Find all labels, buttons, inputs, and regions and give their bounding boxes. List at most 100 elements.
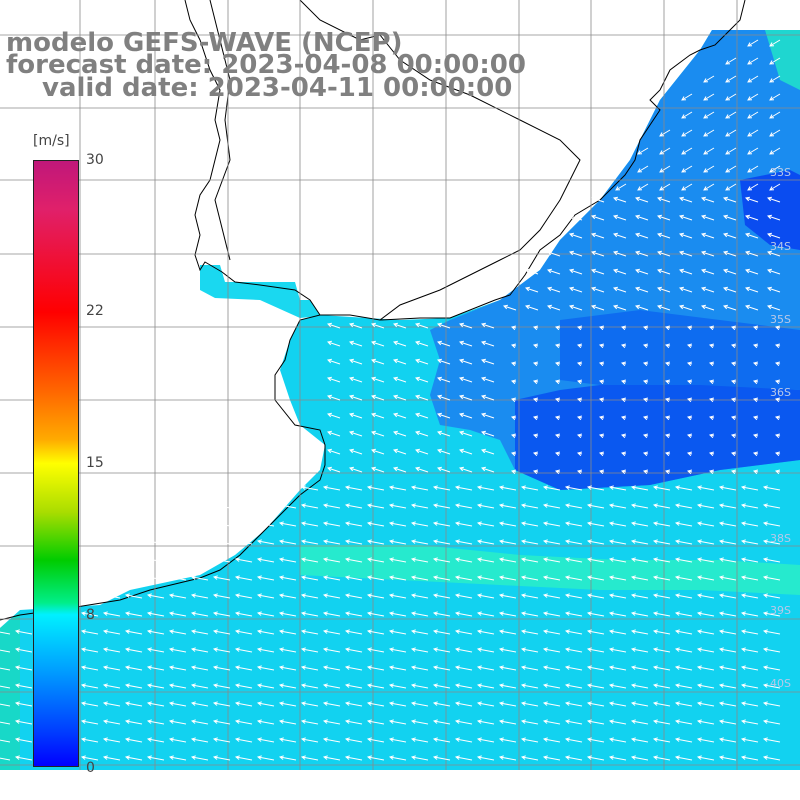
- wind-arrow: [532, 379, 539, 385]
- wind-arrow: [659, 129, 671, 137]
- wind-arrow: [630, 719, 649, 725]
- wind-arrow: [630, 665, 649, 671]
- wind-arrow: [657, 250, 671, 257]
- wind-arrow: [344, 647, 363, 653]
- wind-arrow: [366, 701, 385, 707]
- wind-arrow: [613, 268, 627, 275]
- wind-arrow: [767, 286, 781, 293]
- wind-arrow: [124, 719, 143, 725]
- wind-arrow: [322, 485, 341, 491]
- wind-arrow: [745, 268, 759, 275]
- wind-arrow: [696, 485, 715, 491]
- wind-arrow: [752, 469, 759, 475]
- wind-arrow: [547, 304, 561, 311]
- wind-arrow: [696, 575, 715, 581]
- wind-arrow: [542, 737, 561, 743]
- wind-arrow: [723, 196, 737, 203]
- wind-arrow: [659, 183, 671, 191]
- wind-arrow: [510, 361, 517, 367]
- wind-arrow: [569, 304, 583, 311]
- wind-arrow: [630, 755, 649, 761]
- wind-arrow: [718, 701, 737, 707]
- wind-arrow: [762, 719, 781, 725]
- wind-arrow: [212, 575, 231, 581]
- wind-arrow: [696, 629, 715, 635]
- wind-arrow: [388, 611, 407, 617]
- wind-arrow: [769, 75, 781, 83]
- wind-arrow: [432, 521, 451, 527]
- wind-arrow: [569, 250, 583, 257]
- wind-arrow: [679, 286, 693, 293]
- wind-arrow: [708, 343, 715, 349]
- wind-arrow: [696, 611, 715, 617]
- wind-arrow: [608, 575, 627, 581]
- wind-arrow: [366, 647, 385, 653]
- wind-arrow: [664, 415, 671, 421]
- wind-arrow: [681, 129, 693, 137]
- wind-arrow: [591, 286, 605, 293]
- wind-arrow: [679, 250, 693, 257]
- wind-arrow: [393, 358, 407, 365]
- wind-arrow: [613, 232, 627, 239]
- wind-arrow: [542, 701, 561, 707]
- wind-arrow: [767, 250, 781, 257]
- wind-arrow: [322, 611, 341, 617]
- wind-arrow: [349, 394, 363, 401]
- wind-arrow: [652, 485, 671, 491]
- wind-arrow: [481, 430, 495, 437]
- wind-arrow: [564, 539, 583, 545]
- wind-arrow: [322, 683, 341, 689]
- wind-arrow: [576, 343, 583, 349]
- wind-arrow: [762, 485, 781, 491]
- wind-arrow: [613, 304, 627, 311]
- wind-arrow: [520, 503, 539, 509]
- wind-arrow: [608, 503, 627, 509]
- wind-arrow: [762, 683, 781, 689]
- wind-arrow: [696, 701, 715, 707]
- wind-arrow: [300, 593, 319, 599]
- wind-arrow: [591, 250, 605, 257]
- wind-arrow: [747, 57, 759, 65]
- wind-arrow: [498, 611, 517, 617]
- wind-arrow: [432, 539, 451, 545]
- wind-arrow: [432, 737, 451, 743]
- coastal-strip: [200, 265, 320, 318]
- wind-arrow: [762, 503, 781, 509]
- wind-arrow: [503, 304, 517, 311]
- wind-arrow: [681, 147, 693, 155]
- wind-arrow: [598, 451, 605, 457]
- wind-arrow: [510, 433, 517, 439]
- wind-arrow: [564, 719, 583, 725]
- wind-arrow: [190, 539, 209, 545]
- wind-arrow: [0, 757, 11, 761]
- wind-arrow: [366, 521, 385, 527]
- wind-arrow: [344, 683, 363, 689]
- wind-arrow: [532, 433, 539, 439]
- low-wind-region-mid: [560, 310, 800, 390]
- wind-arrow: [388, 593, 407, 599]
- wind-arrow: [80, 593, 99, 599]
- wind-arrow: [410, 683, 429, 689]
- wind-arrow: [102, 647, 121, 653]
- wind-arrow: [520, 665, 539, 671]
- wind-arrow: [725, 93, 737, 101]
- latitude-label: 34S: [770, 240, 791, 253]
- wind-arrow: [564, 485, 583, 491]
- wind-arrow: [410, 665, 429, 671]
- wind-arrow: [542, 593, 561, 599]
- wind-arrow: [547, 268, 561, 275]
- wind-arrow: [234, 701, 253, 707]
- wind-arrow: [410, 557, 429, 563]
- wind-arrow: [344, 557, 363, 563]
- wind-arrow: [476, 683, 495, 689]
- wind-arrow: [642, 397, 649, 403]
- wind-arrow: [371, 448, 385, 455]
- wind-arrow: [769, 39, 781, 47]
- wind-arrow: [608, 755, 627, 761]
- wind-arrow: [774, 379, 781, 385]
- wind-arrow: [696, 521, 715, 527]
- wind-arrow: [774, 415, 781, 421]
- wind-arrow: [752, 451, 759, 457]
- wind-arrow: [388, 521, 407, 527]
- wind-arrow: [730, 397, 737, 403]
